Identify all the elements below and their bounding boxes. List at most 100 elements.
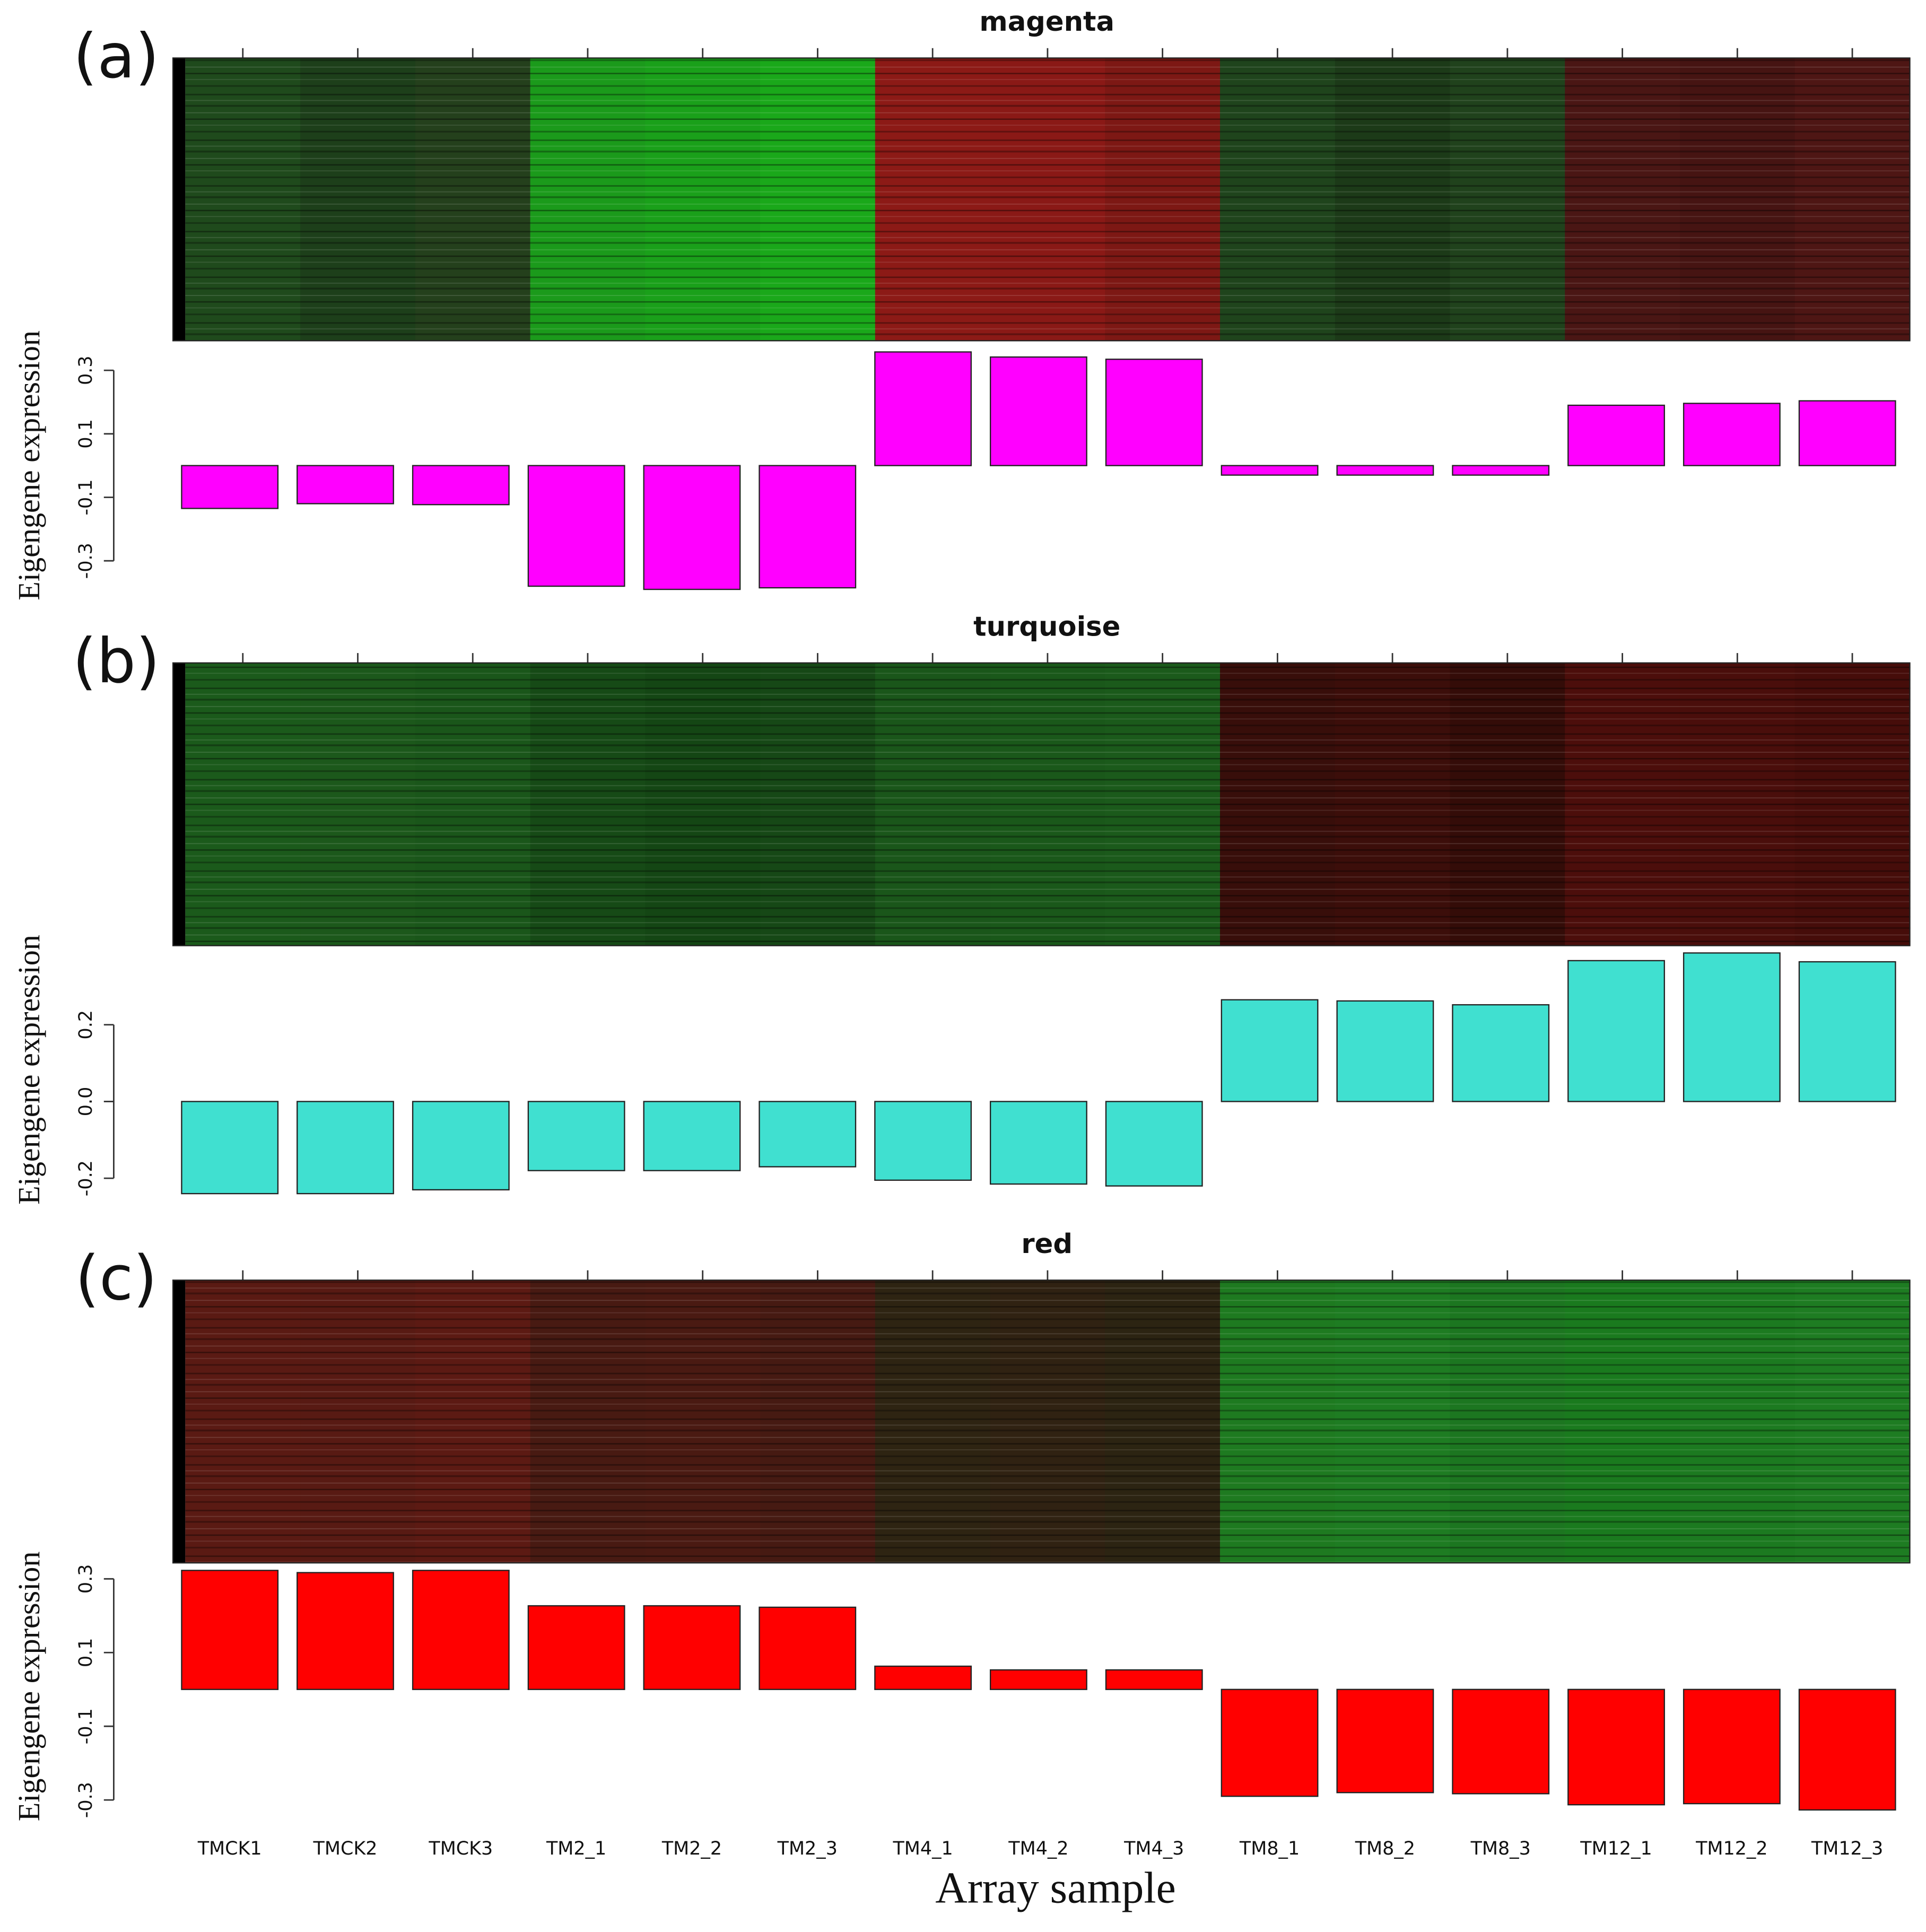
heatmap-texture <box>645 663 761 946</box>
panel-label: (b) <box>73 625 160 697</box>
x-tick-label: TMCK2 <box>313 1838 378 1859</box>
heatmap-frame <box>172 1280 1911 1564</box>
bar <box>1567 1689 1665 1806</box>
panel-title: turquoise <box>973 611 1120 643</box>
bar <box>1221 465 1319 476</box>
bar <box>989 1669 1087 1690</box>
bar <box>1683 952 1781 1102</box>
panel-title: red <box>1021 1228 1073 1260</box>
heatmap-texture <box>1105 663 1221 946</box>
heatmap-texture <box>185 1280 301 1563</box>
y-tick-label: -0.3 <box>75 543 97 579</box>
heatmap-texture <box>1565 58 1681 341</box>
bar <box>1105 1669 1203 1690</box>
heatmap-texture <box>300 1280 416 1563</box>
heatmap-texture <box>300 663 416 946</box>
bar <box>874 1101 972 1181</box>
x-tick-label: TM2_3 <box>777 1838 838 1859</box>
bar <box>759 465 857 589</box>
heatmap-texture <box>645 58 761 341</box>
bar <box>1683 1689 1781 1805</box>
bar <box>297 1101 394 1195</box>
heatmap-texture <box>760 663 876 946</box>
heatmap-texture <box>1105 1280 1221 1563</box>
heatmap-frame <box>172 662 1911 946</box>
y-axis-label: Eigengene expression <box>12 330 46 601</box>
x-tick-label: TM8_3 <box>1470 1838 1531 1859</box>
heatmap-texture <box>1565 663 1681 946</box>
panel-label: (a) <box>73 21 159 92</box>
heatmap-texture <box>185 58 301 341</box>
heatmap-texture <box>875 663 991 946</box>
bar <box>643 1101 741 1171</box>
bar <box>643 1605 741 1690</box>
x-tick-label: TMCK1 <box>197 1838 262 1859</box>
heatmap-texture <box>1679 1280 1796 1563</box>
y-axis-label: Eigengene expression <box>12 935 46 1205</box>
bar <box>1798 400 1896 466</box>
panel-label: (c) <box>75 1243 158 1315</box>
bar <box>1683 403 1781 466</box>
heatmap-texture <box>1794 1280 1911 1563</box>
x-tick-label: TM8_2 <box>1355 1838 1415 1859</box>
x-tick-label: TMCK3 <box>428 1838 493 1859</box>
bar <box>1221 999 1319 1102</box>
bar <box>527 1101 625 1171</box>
bar <box>1567 960 1665 1102</box>
x-axis-label: Array sample <box>935 1864 1176 1913</box>
heatmap-texture <box>415 1280 531 1563</box>
x-tick-label: TM4_2 <box>1008 1838 1068 1859</box>
bar <box>1336 465 1434 476</box>
bar <box>181 465 279 509</box>
heatmap-texture <box>300 58 416 341</box>
bar <box>1221 1689 1319 1797</box>
heatmap-texture <box>645 1280 761 1563</box>
heatmap-texture <box>1105 58 1221 341</box>
heatmap-texture <box>990 1280 1106 1563</box>
heatmap-edge <box>173 58 186 341</box>
heatmap-texture <box>1220 1280 1336 1563</box>
bar <box>643 465 741 590</box>
y-tick-label: -0.2 <box>75 1160 97 1196</box>
bar <box>412 1101 510 1191</box>
heatmap-texture <box>530 663 646 946</box>
bar <box>412 465 510 506</box>
bar <box>1452 465 1550 476</box>
y-axis-label: Eigengene expression <box>12 1552 46 1822</box>
y-tick-label: 0.2 <box>75 1010 97 1040</box>
bar <box>1105 1101 1203 1187</box>
x-tick-label: TM12_1 <box>1580 1838 1652 1859</box>
bar <box>759 1101 857 1168</box>
heatmap-texture <box>1450 1280 1566 1563</box>
heatmap-texture <box>875 1280 991 1563</box>
heatmap-texture <box>530 1280 646 1563</box>
bar <box>1105 359 1203 466</box>
bar <box>1798 1689 1896 1811</box>
y-tick-label: 0.3 <box>75 1564 97 1594</box>
heatmap-texture <box>1335 58 1451 341</box>
heatmap-texture <box>875 58 991 341</box>
bar <box>1336 1689 1434 1794</box>
heatmap-texture <box>1565 1280 1681 1563</box>
heatmap-texture <box>1450 58 1566 341</box>
x-tick-label: TM4_1 <box>892 1838 953 1859</box>
bar <box>1567 404 1665 466</box>
heatmap-texture <box>990 663 1106 946</box>
bar <box>1798 961 1896 1102</box>
x-tick-label: TM2_2 <box>661 1838 722 1859</box>
y-tick-label: 0.1 <box>75 419 97 448</box>
heatmap-texture <box>990 58 1106 341</box>
y-tick-label: -0.3 <box>75 1782 97 1818</box>
x-tick-label: TM8_1 <box>1239 1838 1300 1859</box>
heatmap-texture <box>185 663 301 946</box>
heatmap-edge <box>173 1280 186 1563</box>
bar <box>1452 1004 1550 1102</box>
heatmap-texture <box>760 1280 876 1563</box>
heatmap-texture <box>415 663 531 946</box>
bar <box>1452 1689 1550 1795</box>
bar <box>527 465 625 587</box>
bar <box>989 356 1087 466</box>
y-tick-label: 0.1 <box>75 1638 97 1668</box>
bar <box>989 1101 1087 1185</box>
